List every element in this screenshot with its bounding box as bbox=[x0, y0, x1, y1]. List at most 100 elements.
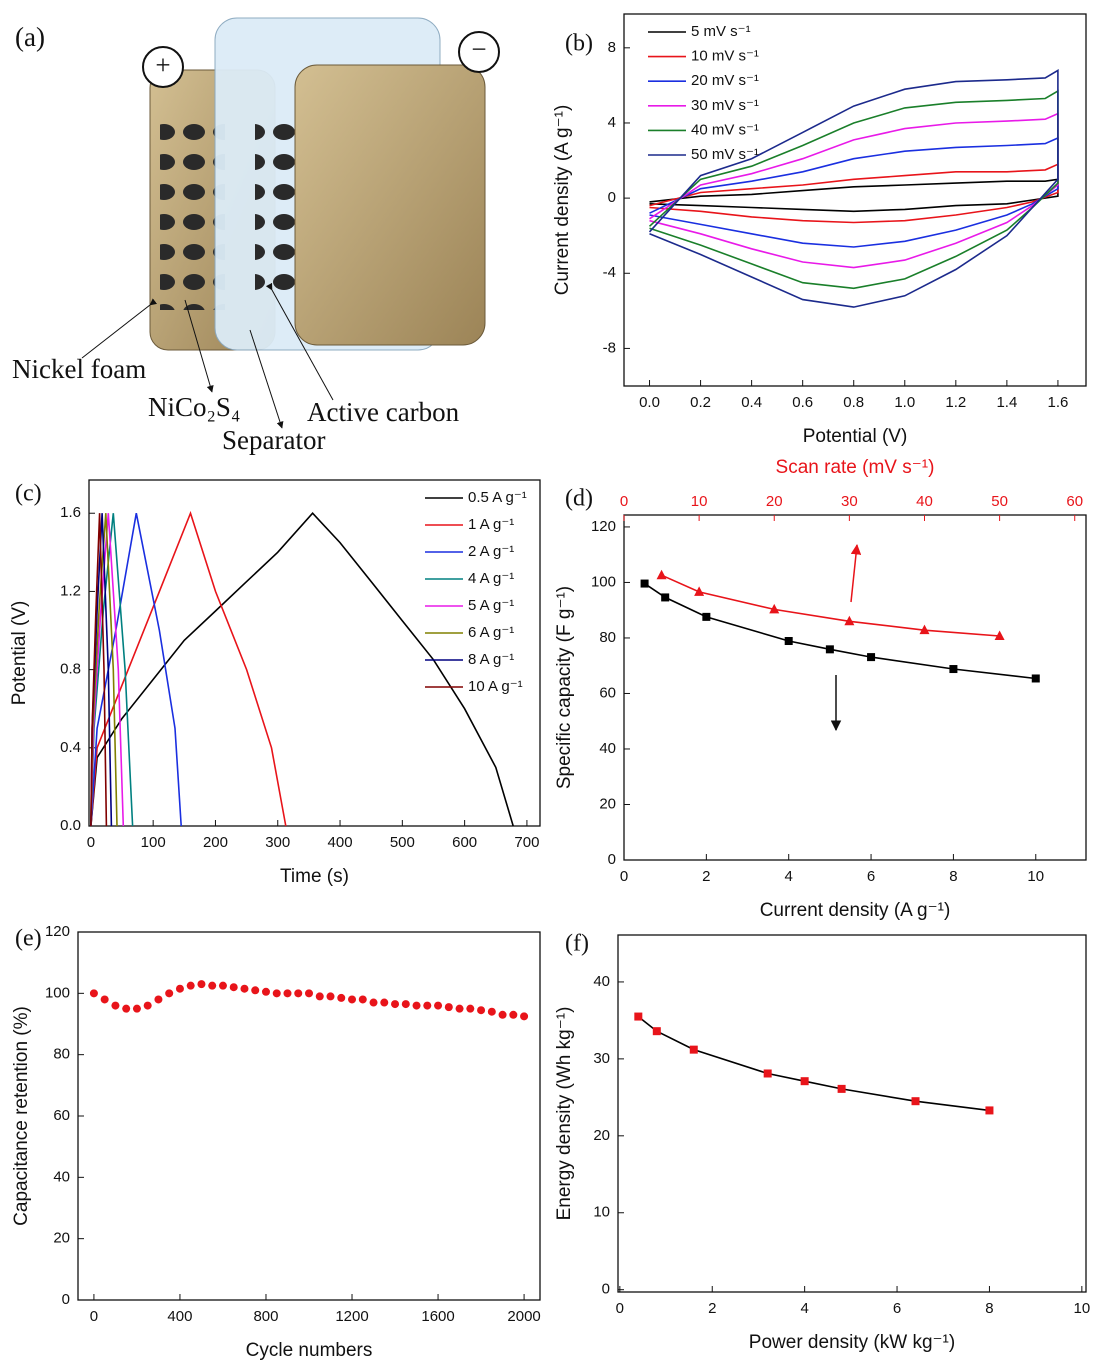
y-tick-label: 80 bbox=[599, 629, 616, 646]
x-tick-label: 4 bbox=[785, 868, 793, 885]
marker bbox=[100, 995, 109, 1004]
panel-label: (c) bbox=[15, 481, 42, 507]
legend-label: 5 mV s⁻¹ bbox=[691, 23, 751, 40]
plot-frame bbox=[617, 934, 1087, 1293]
x-tick-label: 500 bbox=[390, 834, 415, 851]
carbon-plate bbox=[294, 64, 486, 346]
marker bbox=[694, 586, 705, 596]
x-tick-label: 0.4 bbox=[741, 394, 762, 411]
marker bbox=[315, 992, 324, 1001]
x-tick-label: 400 bbox=[328, 834, 353, 851]
marker bbox=[186, 981, 195, 990]
panel-label: (a) bbox=[15, 22, 45, 52]
marker bbox=[240, 984, 249, 993]
legend-label: 10 mV s⁻¹ bbox=[691, 48, 759, 65]
series-line bbox=[90, 513, 108, 827]
marker bbox=[1031, 674, 1040, 683]
y-tick-label: 0.4 bbox=[60, 739, 81, 756]
marker bbox=[165, 989, 174, 998]
y-axis-title: Current density (A g⁻¹) bbox=[552, 105, 573, 296]
marker bbox=[326, 992, 335, 1001]
diagram: + − (a) Nickel foam NiCo₂S₄ Separator Ac… bbox=[12, 17, 500, 455]
marker bbox=[656, 569, 667, 580]
plot-frame bbox=[623, 514, 1087, 861]
marker bbox=[283, 989, 292, 998]
marker bbox=[985, 1106, 994, 1115]
x-tick-label: 200 bbox=[203, 834, 228, 851]
marker bbox=[661, 593, 670, 602]
marker bbox=[401, 1000, 410, 1009]
marker bbox=[434, 1001, 443, 1010]
y-tick-label: 30 bbox=[593, 1050, 610, 1067]
y-tick-label: -4 bbox=[603, 264, 616, 281]
x-tick-label: 8 bbox=[985, 1300, 993, 1317]
y-tick-label: 100 bbox=[591, 573, 616, 590]
y-axis-title: Capacitance retention (%) bbox=[11, 1006, 32, 1226]
y-axis-title: Specific capacity (F g⁻¹) bbox=[554, 586, 575, 789]
plot-frame bbox=[623, 13, 1087, 387]
x-tick-label: 1.2 bbox=[945, 394, 966, 411]
y-tick-label: 60 bbox=[53, 1107, 70, 1124]
x-tick-label: 100 bbox=[141, 834, 166, 851]
x-tick-label: 300 bbox=[265, 834, 290, 851]
panel-label: (d) bbox=[565, 486, 593, 512]
marker bbox=[111, 1001, 120, 1010]
marker bbox=[769, 603, 780, 614]
legend-label: 5 A g⁻¹ bbox=[468, 597, 514, 614]
series-line bbox=[648, 68, 1059, 308]
marker bbox=[867, 653, 876, 662]
marker bbox=[423, 1001, 432, 1010]
x2-tick-label: 60 bbox=[1066, 493, 1083, 510]
x2-tick-label: 0 bbox=[620, 493, 628, 510]
marker bbox=[520, 1012, 529, 1021]
x-tick-label: 0.0 bbox=[639, 394, 660, 411]
marker bbox=[652, 1027, 661, 1036]
legend-label: 6 A g⁻¹ bbox=[468, 624, 514, 641]
x-tick-label: 0 bbox=[620, 868, 628, 885]
y-tick-label: 120 bbox=[591, 518, 616, 535]
diagram-label: Nickel foam bbox=[12, 354, 146, 384]
y-tick-label: 40 bbox=[53, 1168, 70, 1185]
legend-label: 1 A g⁻¹ bbox=[468, 516, 514, 533]
marker bbox=[358, 995, 367, 1004]
minus-circle bbox=[458, 31, 500, 73]
x-tick-label: 600 bbox=[452, 834, 477, 851]
x-tick-label: 800 bbox=[253, 1308, 278, 1325]
x-tick-label: 4 bbox=[800, 1300, 808, 1317]
series-line bbox=[90, 512, 514, 827]
x-axis-title: Time (s) bbox=[280, 866, 349, 887]
x-axis-title: Cycle numbers bbox=[246, 1340, 373, 1361]
marker bbox=[689, 1045, 698, 1054]
plus-circle bbox=[142, 46, 184, 88]
marker bbox=[994, 630, 1005, 641]
x-tick-label: 0.2 bbox=[690, 394, 711, 411]
plot-frame bbox=[88, 479, 541, 827]
marker bbox=[825, 645, 834, 654]
legend-label: 4 A g⁻¹ bbox=[468, 570, 514, 587]
x-axis-title: Power density (kW kg⁻¹) bbox=[749, 1332, 955, 1353]
marker bbox=[251, 986, 260, 995]
marker bbox=[261, 987, 270, 996]
marker bbox=[466, 1004, 475, 1013]
y-tick-label: 10 bbox=[593, 1204, 610, 1221]
y-tick-label: 60 bbox=[599, 684, 616, 701]
y-tick-label: 20 bbox=[599, 795, 616, 812]
y-tick-label: 20 bbox=[593, 1127, 610, 1144]
legend-label: 40 mV s⁻¹ bbox=[691, 121, 759, 138]
x-tick-label: 0 bbox=[616, 1300, 624, 1317]
y-tick-label: 0 bbox=[602, 1281, 610, 1298]
x2-tick-label: 20 bbox=[766, 493, 783, 510]
series-line bbox=[649, 178, 1059, 213]
series-line bbox=[637, 1015, 990, 1112]
legend-label: 50 mV s⁻¹ bbox=[691, 146, 759, 163]
arrow bbox=[81, 298, 158, 359]
x2-axis-title: Scan rate (mV s⁻¹) bbox=[776, 457, 935, 478]
marker bbox=[154, 995, 163, 1004]
marker bbox=[175, 984, 184, 993]
x-tick-label: 2 bbox=[702, 868, 710, 885]
y-tick-label: -8 bbox=[603, 339, 616, 356]
marker bbox=[294, 989, 303, 998]
plus: + bbox=[155, 50, 170, 80]
legend-label: 8 A g⁻¹ bbox=[468, 651, 514, 668]
x-tick-label: 0 bbox=[87, 834, 95, 851]
